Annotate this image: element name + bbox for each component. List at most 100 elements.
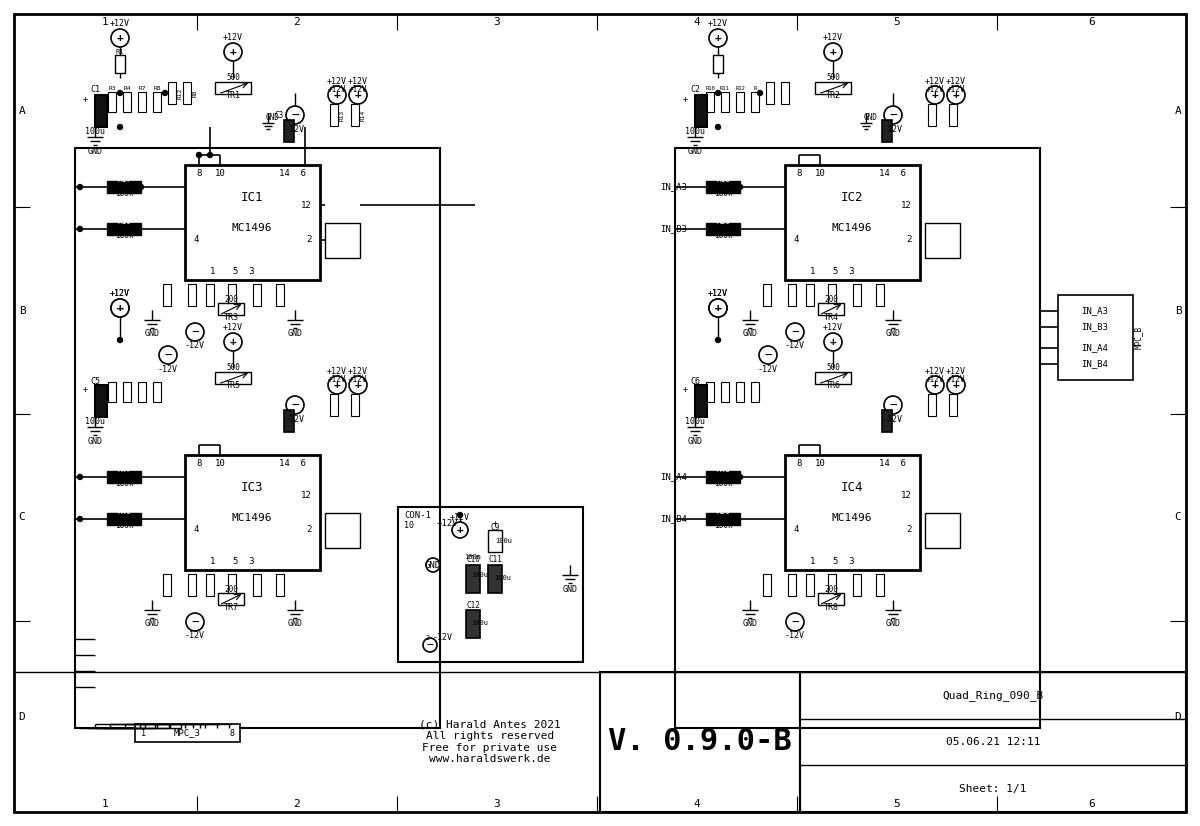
Bar <box>206 284 214 306</box>
Text: IC3: IC3 <box>241 481 263 494</box>
Circle shape <box>457 512 462 518</box>
Text: −: − <box>791 325 799 339</box>
Text: TR6: TR6 <box>826 381 840 390</box>
Text: 1: 1 <box>210 557 216 566</box>
Text: +12V: +12V <box>223 34 242 42</box>
Text: +12V: +12V <box>348 367 368 376</box>
Circle shape <box>709 29 727 47</box>
Text: 6: 6 <box>1088 799 1094 809</box>
Text: +: + <box>931 90 938 100</box>
Text: GND: GND <box>743 330 757 339</box>
Bar <box>215 372 251 384</box>
Bar <box>185 455 320 570</box>
Bar <box>228 574 236 596</box>
Bar <box>253 284 262 306</box>
Text: 180k: 180k <box>714 520 732 529</box>
Text: +12V: +12V <box>437 520 457 529</box>
Circle shape <box>715 125 720 130</box>
Bar <box>330 104 338 126</box>
Text: TR4: TR4 <box>823 312 839 321</box>
Bar <box>882 120 892 142</box>
Text: 500: 500 <box>226 363 240 373</box>
Text: 8: 8 <box>797 459 802 468</box>
Text: 14  6: 14 6 <box>278 459 306 468</box>
Text: GND: GND <box>886 620 900 629</box>
Bar <box>74 148 440 728</box>
Text: 14  6: 14 6 <box>878 459 906 468</box>
Text: −: − <box>191 615 199 629</box>
Bar <box>284 410 294 432</box>
Circle shape <box>112 29 130 47</box>
Text: 2: 2 <box>907 235 912 244</box>
Bar <box>925 512 960 548</box>
Text: 2: 2 <box>307 525 312 534</box>
Text: MPC_3: MPC_3 <box>174 729 200 738</box>
Text: +: + <box>715 33 721 43</box>
Text: A: A <box>1175 106 1181 116</box>
Text: 10: 10 <box>815 169 826 178</box>
Bar <box>284 120 294 142</box>
Bar <box>674 148 1040 728</box>
Text: R19: R19 <box>118 216 131 225</box>
Bar <box>928 394 936 416</box>
Circle shape <box>328 86 346 104</box>
Text: +: + <box>229 47 236 57</box>
Text: R7: R7 <box>138 87 145 92</box>
Text: +12V: +12V <box>946 77 966 86</box>
Text: R13: R13 <box>340 109 344 121</box>
Text: +12V: +12V <box>708 289 728 298</box>
Bar <box>706 513 740 525</box>
Text: R12: R12 <box>736 87 745 92</box>
Text: 10: 10 <box>215 459 226 468</box>
Bar <box>466 610 480 638</box>
Bar <box>330 394 338 416</box>
Text: (c) Harald Antes 2021
All rights reserved
Free for private use
www.haraldswerk.d: (c) Harald Antes 2021 All rights reserve… <box>419 719 560 764</box>
Circle shape <box>349 376 367 394</box>
Bar <box>785 455 920 570</box>
Bar <box>800 672 1186 812</box>
Text: 180k: 180k <box>714 188 732 197</box>
Text: R48: R48 <box>716 464 730 473</box>
Bar <box>124 92 131 112</box>
Text: C: C <box>1175 512 1181 523</box>
Bar <box>115 55 125 73</box>
Circle shape <box>186 613 204 631</box>
Bar <box>949 394 958 416</box>
Text: CON-1: CON-1 <box>404 510 431 520</box>
Text: −: − <box>164 349 172 362</box>
Bar <box>766 82 774 104</box>
Bar <box>107 223 142 235</box>
Text: 4: 4 <box>193 525 198 534</box>
Text: -12V: -12V <box>286 415 305 424</box>
Text: GND: GND <box>288 330 302 339</box>
Bar <box>806 284 814 306</box>
Text: GND: GND <box>688 146 702 155</box>
Text: -12V: -12V <box>758 364 778 373</box>
Circle shape <box>286 396 304 414</box>
Text: 180k: 180k <box>115 520 133 529</box>
Text: C2: C2 <box>690 86 700 94</box>
Text: +: + <box>953 380 959 390</box>
Text: +12V: +12V <box>925 367 946 376</box>
Bar <box>736 382 744 402</box>
Text: 10: 10 <box>815 459 826 468</box>
Text: R1: R1 <box>115 49 125 55</box>
Text: -12V: -12V <box>185 632 205 640</box>
Text: +12V: +12V <box>110 20 130 29</box>
Text: +12V: +12V <box>925 374 944 383</box>
Bar <box>818 303 844 315</box>
Circle shape <box>757 91 762 96</box>
Bar <box>488 565 502 593</box>
Text: 200: 200 <box>224 295 238 303</box>
Bar <box>168 82 176 104</box>
Bar <box>706 471 740 483</box>
Circle shape <box>424 638 437 652</box>
Circle shape <box>709 299 727 317</box>
Text: 1: 1 <box>810 267 816 276</box>
Bar <box>706 223 740 235</box>
Circle shape <box>715 91 720 96</box>
Text: -12V: -12V <box>785 341 805 350</box>
Text: +12V: +12V <box>349 374 367 383</box>
Text: 1: 1 <box>810 557 816 566</box>
Text: −: − <box>191 325 199 339</box>
